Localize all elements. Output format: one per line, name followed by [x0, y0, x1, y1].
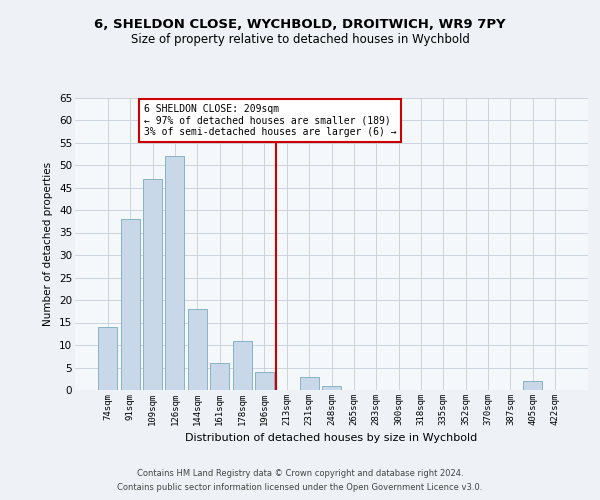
- Text: Size of property relative to detached houses in Wychbold: Size of property relative to detached ho…: [131, 32, 469, 46]
- Bar: [233, 340, 251, 390]
- Bar: [299, 376, 319, 390]
- Text: Contains HM Land Registry data © Crown copyright and database right 2024.: Contains HM Land Registry data © Crown c…: [137, 468, 463, 477]
- Bar: [143, 178, 162, 390]
- Text: 6, SHELDON CLOSE, WYCHBOLD, DROITWICH, WR9 7PY: 6, SHELDON CLOSE, WYCHBOLD, DROITWICH, W…: [94, 18, 506, 30]
- Bar: [166, 156, 184, 390]
- Text: Contains public sector information licensed under the Open Government Licence v3: Contains public sector information licen…: [118, 484, 482, 492]
- Bar: [210, 363, 229, 390]
- Bar: [322, 386, 341, 390]
- Bar: [523, 381, 542, 390]
- Y-axis label: Number of detached properties: Number of detached properties: [43, 162, 53, 326]
- Bar: [255, 372, 274, 390]
- Text: 6 SHELDON CLOSE: 209sqm
← 97% of detached houses are smaller (189)
3% of semi-de: 6 SHELDON CLOSE: 209sqm ← 97% of detache…: [143, 104, 396, 138]
- Bar: [188, 309, 207, 390]
- Bar: [121, 219, 140, 390]
- Bar: [98, 327, 118, 390]
- X-axis label: Distribution of detached houses by size in Wychbold: Distribution of detached houses by size …: [185, 434, 478, 444]
